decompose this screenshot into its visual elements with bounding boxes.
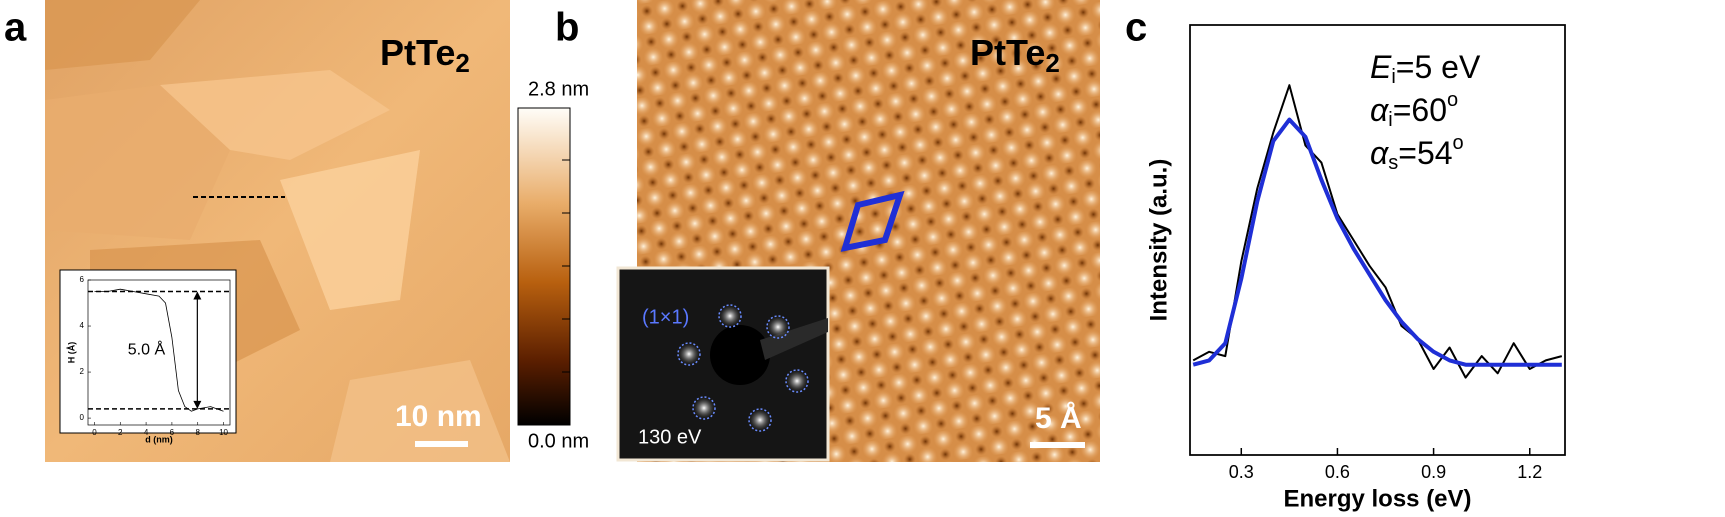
- arrow-head: [193, 400, 202, 409]
- x-tick-label: 0.9: [1421, 462, 1446, 482]
- title-text: PtTe: [380, 32, 455, 73]
- title-sub: 2: [455, 48, 469, 78]
- data-line: [1192, 84, 1563, 379]
- x-tick-label: 0.3: [1229, 462, 1254, 482]
- colorbar-min: 0.0 nm: [528, 430, 589, 452]
- scale-bar-label: 5 Å: [1035, 402, 1082, 435]
- x-tick-label: 0: [92, 428, 97, 437]
- plot-frame: [87, 279, 231, 426]
- annotation-sup: o: [1453, 132, 1464, 154]
- x-tick-label: 6: [170, 428, 175, 437]
- panel-title: PtTe2: [970, 32, 1060, 78]
- annotation-sup: o: [1447, 89, 1458, 111]
- y-axis-label: Intensity (a.u.): [1145, 159, 1172, 322]
- y-tick-label: 6: [80, 275, 85, 284]
- annotation-text: =5 eV: [1396, 49, 1481, 85]
- x-tick-label: 0.6: [1325, 462, 1350, 482]
- spectrum-chart: 0.3 0.6 0.9 1.2 Energy loss (eV) Intensity (a…: [1145, 24, 1566, 512]
- annotation: 5.0 Å: [128, 339, 166, 358]
- colorbar-max: 2.8 nm: [528, 78, 589, 100]
- stm-image-b: [616, 0, 1100, 462]
- annotation-text: =60: [1393, 92, 1447, 128]
- panel-title: PtTe2: [380, 32, 470, 78]
- scale-bar-label: 10 nm: [395, 400, 482, 433]
- y-tick-label: 2: [80, 367, 85, 376]
- title-text: PtTe: [970, 32, 1045, 73]
- x-tick-label: 8: [196, 428, 201, 437]
- y-tick-label: 4: [80, 321, 85, 330]
- y-axis-label: H (Å): [66, 342, 76, 364]
- x-tick-label: 1.2: [1517, 462, 1542, 482]
- annotation-sub: i: [1388, 109, 1392, 131]
- colorbar-ticks: [562, 159, 570, 373]
- x-tick-label: 10: [219, 428, 228, 437]
- annotation-text: =54: [1398, 135, 1452, 171]
- annotation: αi=60o: [1370, 89, 1458, 131]
- panel-label: a: [4, 6, 27, 50]
- title-sub: 2: [1045, 48, 1059, 78]
- panel-label: c: [1125, 6, 1147, 50]
- panel-label: b: [555, 6, 579, 50]
- x-tick-label: 2: [118, 428, 123, 437]
- annotation: Ei=5 eV: [1370, 49, 1481, 88]
- x-axis-label: d (nm): [145, 434, 173, 444]
- annotation-symbol: α: [1370, 92, 1389, 128]
- annotation-sub: s: [1388, 152, 1398, 174]
- plot-frame: [1189, 24, 1566, 456]
- inset-energy: 130 eV: [638, 426, 702, 448]
- annotation-symbol: E: [1370, 49, 1392, 85]
- arrow-head: [193, 291, 202, 300]
- data-line: [94, 288, 224, 412]
- y-tick-label: 0: [80, 413, 85, 422]
- annotation-symbol: α: [1370, 135, 1389, 171]
- x-axis-label: Energy loss (eV): [1283, 485, 1471, 512]
- annotation: αs=54o: [1370, 132, 1464, 174]
- annotation-sub: i: [1391, 66, 1395, 88]
- data-line: [1192, 117, 1562, 367]
- x-tick-label: 4: [144, 428, 149, 437]
- inset-background: [59, 269, 237, 434]
- inset-label: (1×1): [642, 306, 689, 328]
